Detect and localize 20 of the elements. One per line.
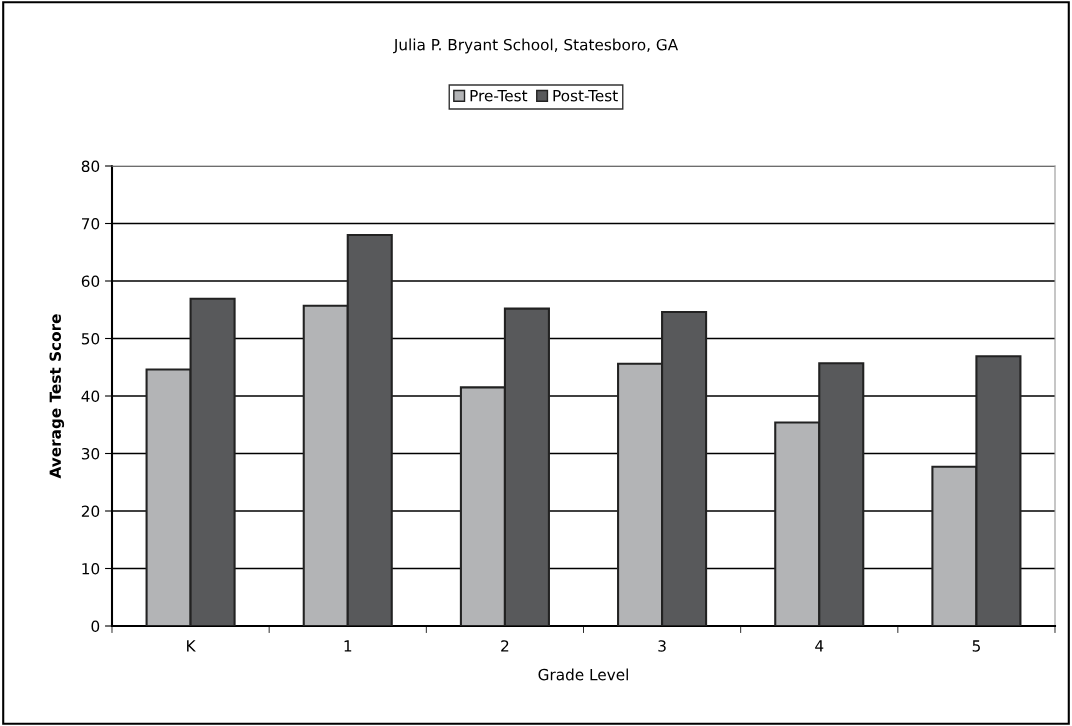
y-tick-label: 70 <box>82 217 100 230</box>
y-tick-label: 50 <box>81 332 100 345</box>
legend-label: Post-Test <box>553 90 618 102</box>
y-tick-label: 20 <box>81 505 100 518</box>
y-tick-label: 40 <box>81 390 100 403</box>
x-tick-label: K <box>187 640 196 652</box>
x-axis-title: Grade Level <box>538 668 628 681</box>
y-axis-title: Average Test Score <box>49 314 65 479</box>
y-tick-label: 80 <box>81 160 100 173</box>
y-tick-label: 60 <box>81 275 100 288</box>
x-tick-label: 2 <box>501 640 509 652</box>
y-tick-label: 10 <box>82 562 100 575</box>
x-tick-label: 4 <box>815 640 824 652</box>
legend-label: Pre-Test <box>470 90 528 102</box>
x-tick-label: 5 <box>972 640 980 652</box>
chart-title: Julia P. Bryant School, Statesboro, GA <box>393 38 679 54</box>
x-tick-label: 1 <box>344 640 352 652</box>
y-tick-label: 0 <box>91 620 100 633</box>
y-tick-label: 30 <box>81 447 100 460</box>
x-tick-label: 3 <box>658 640 666 652</box>
